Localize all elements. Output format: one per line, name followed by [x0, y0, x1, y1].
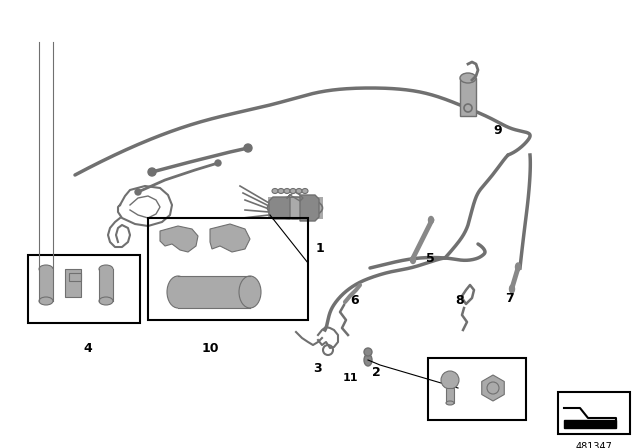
- Ellipse shape: [290, 189, 296, 194]
- Text: 9: 9: [493, 124, 502, 137]
- Polygon shape: [210, 224, 250, 252]
- Bar: [65, 269, 81, 297]
- Circle shape: [148, 168, 156, 176]
- Polygon shape: [482, 375, 504, 401]
- Ellipse shape: [278, 189, 284, 194]
- Text: 481347: 481347: [575, 442, 612, 448]
- Ellipse shape: [296, 189, 302, 194]
- Ellipse shape: [302, 189, 308, 194]
- Text: 3: 3: [314, 362, 323, 375]
- Bar: [28, 255, 140, 323]
- Bar: [148, 218, 308, 320]
- Ellipse shape: [99, 297, 113, 305]
- Circle shape: [441, 371, 459, 389]
- Circle shape: [364, 348, 372, 356]
- Bar: [39, 269, 53, 301]
- Ellipse shape: [268, 197, 323, 219]
- Ellipse shape: [272, 189, 278, 194]
- Text: 1: 1: [316, 241, 324, 254]
- Text: 10: 10: [201, 341, 219, 354]
- Circle shape: [135, 189, 141, 195]
- Ellipse shape: [429, 216, 433, 224]
- Ellipse shape: [39, 297, 53, 305]
- Bar: [178, 276, 250, 308]
- Ellipse shape: [239, 276, 261, 308]
- Bar: [558, 392, 630, 434]
- Text: 6: 6: [351, 293, 359, 306]
- Ellipse shape: [515, 263, 520, 271]
- Bar: [268, 197, 323, 219]
- Bar: [460, 78, 476, 116]
- Text: 8: 8: [456, 293, 464, 306]
- Text: 11: 11: [342, 373, 358, 383]
- Polygon shape: [160, 226, 198, 252]
- Text: 4: 4: [84, 341, 92, 354]
- Circle shape: [215, 160, 221, 166]
- Bar: [99, 269, 113, 301]
- Polygon shape: [269, 197, 290, 219]
- Bar: [428, 358, 526, 420]
- Polygon shape: [300, 195, 319, 221]
- Text: 7: 7: [506, 292, 515, 305]
- Text: 2: 2: [372, 366, 380, 379]
- Ellipse shape: [167, 276, 189, 308]
- Ellipse shape: [446, 401, 454, 405]
- Bar: [564, 420, 616, 428]
- Bar: [446, 388, 454, 403]
- Ellipse shape: [509, 285, 515, 293]
- Text: 5: 5: [426, 251, 435, 264]
- Circle shape: [244, 144, 252, 152]
- Ellipse shape: [284, 189, 290, 194]
- Ellipse shape: [99, 265, 113, 273]
- Ellipse shape: [364, 354, 372, 366]
- Ellipse shape: [410, 257, 415, 263]
- Ellipse shape: [460, 73, 476, 83]
- Ellipse shape: [39, 265, 53, 273]
- Bar: [69, 273, 81, 281]
